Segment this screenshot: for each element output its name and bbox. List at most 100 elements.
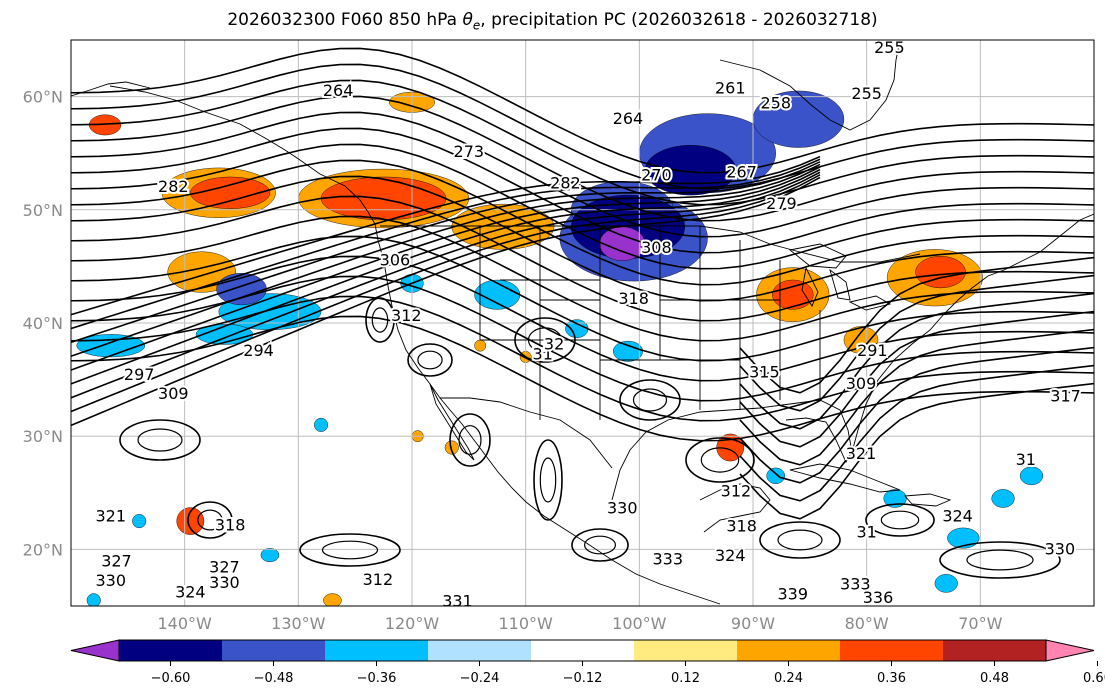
closed-isentrope-inner-1 xyxy=(583,535,616,555)
eastern-isentrope-3 xyxy=(739,310,1094,448)
closed-isentrope-inner-4 xyxy=(700,447,740,473)
colorbar-segment-3 xyxy=(428,640,531,661)
northern-isentrope-9 xyxy=(71,195,1094,322)
lon-tick-label: 90°W xyxy=(731,614,775,633)
lon-tick-label: 70°W xyxy=(958,614,1002,633)
contour-label: 312 xyxy=(721,482,752,501)
eastern-isentrope-0 xyxy=(739,256,1094,394)
contour-label: 333 xyxy=(840,574,871,593)
atlantic-coastline xyxy=(851,213,1094,453)
contour-label: 261 xyxy=(715,79,746,98)
contour-label: 294 xyxy=(243,341,274,360)
precip-region-44 xyxy=(86,593,101,606)
contour-label: 309 xyxy=(158,384,189,403)
northern-isentrope-10 xyxy=(71,215,1094,342)
contour-label: 339 xyxy=(778,585,809,604)
contour-label: 297 xyxy=(124,365,155,384)
northern-isentrope-15 xyxy=(71,315,1094,442)
contour-label: 324 xyxy=(942,506,973,525)
colorbar-high-extend xyxy=(1045,639,1095,662)
contour-label: 255 xyxy=(851,84,882,103)
eastern-isentrope-6 xyxy=(739,364,1094,502)
contour-label: 327 xyxy=(101,552,132,571)
closed-isentrope-9 xyxy=(619,379,681,421)
precip-region-6 xyxy=(599,226,646,261)
closed-isentrope-5 xyxy=(759,521,841,559)
closed-isentrope-inner-9 xyxy=(632,388,668,412)
contour-label: 31 xyxy=(533,345,553,364)
contour-label: 264 xyxy=(323,81,354,100)
jet-isentrope-5 xyxy=(71,163,821,358)
contour-label: 321 xyxy=(846,444,877,463)
theta-subscript: e xyxy=(472,18,481,33)
contour-label: 32 xyxy=(544,334,564,353)
lon-tick-label: 120°W xyxy=(385,614,440,633)
closed-isentrope-inner-10 xyxy=(458,425,482,455)
contour-labels: 255 264 261 258 255 264 273 270 267 282 282 279 306 3… xyxy=(94,38,1083,606)
precip-region-11 xyxy=(190,176,271,209)
closed-isentrope-6 xyxy=(365,297,395,343)
lon-tick-label: 80°W xyxy=(845,614,889,633)
eastern-isentrope-5 xyxy=(739,346,1094,484)
contour-label: 333 xyxy=(652,549,683,568)
precip-region-29 xyxy=(843,326,879,354)
contour-label: 31 xyxy=(856,522,876,541)
northern-isentrope-2 xyxy=(71,79,1094,206)
jet-isentrope-8 xyxy=(71,155,821,316)
contour-label: 270 xyxy=(641,166,672,185)
contour-label: 312 xyxy=(391,306,422,325)
northern-isentrope-1 xyxy=(71,63,1094,190)
colorbar-tick-label: 0.48 xyxy=(980,671,1009,686)
jet-isentrope-3 xyxy=(71,168,821,385)
colorbar-segment-8 xyxy=(943,640,1046,661)
precip-region-39 xyxy=(444,440,459,455)
closed-isentrope-4 xyxy=(685,437,755,483)
eastern-isentrope-2 xyxy=(739,292,1094,430)
closed-isentrope-12 xyxy=(299,533,401,567)
hispaniola-outline xyxy=(904,493,952,507)
precip-region-31 xyxy=(1019,466,1044,486)
northern-isentrope-7 xyxy=(71,159,1094,286)
precip-region-32 xyxy=(947,527,980,549)
map-title: 2026032300 F060 850 hPa θe, precipitatio… xyxy=(0,10,1105,32)
closed-isentrope-8 xyxy=(939,541,1061,579)
precip-region-33 xyxy=(934,574,958,593)
colorbar-segment-1 xyxy=(222,640,325,661)
jet-isentrope-6 xyxy=(71,161,821,344)
colorbar-tick-label: 0.60 xyxy=(1083,671,1105,686)
contour-label: 255 xyxy=(874,38,905,57)
theta-e-contours xyxy=(71,47,1094,579)
jet-isentrope-4 xyxy=(71,166,821,371)
colorbar-low-extend xyxy=(70,639,120,662)
closed-isentrope-inner-7 xyxy=(197,509,223,531)
contour-label: 273 xyxy=(454,142,485,161)
eastern-isentrope-7 xyxy=(739,382,1094,520)
longitude-axis: 140°W 130°W 120°W 110°W 100°W 90°W 80°W 70°W xyxy=(157,614,1002,633)
contour-label: 318 xyxy=(726,517,757,536)
closed-isentrope-2 xyxy=(514,317,576,363)
closed-isentrope-inner-3 xyxy=(417,350,443,370)
closed-isentrope-7 xyxy=(187,501,233,539)
eastern-isentrope-4 xyxy=(739,328,1094,466)
closed-isentrope-inner-8 xyxy=(966,549,1034,571)
colorbar-segment-2 xyxy=(325,640,428,661)
lat-tick-label: 20°N xyxy=(23,540,63,559)
us-mexico-border xyxy=(440,397,613,469)
contour-label: 291 xyxy=(857,341,888,360)
colorbar-segment-5 xyxy=(634,640,737,661)
lat-tick-label: 60°N xyxy=(23,88,63,107)
colorbar-segment-4 xyxy=(531,640,634,661)
precip-region-17 xyxy=(772,279,814,310)
precip-region-34 xyxy=(766,467,786,484)
closed-isentrope-inner-6 xyxy=(371,307,389,333)
yucatan-coast xyxy=(699,483,771,533)
contour-label: 330 xyxy=(1045,539,1076,558)
closed-isentrope-0 xyxy=(533,439,563,521)
contour-label: 267 xyxy=(726,162,757,181)
lon-tick-label: 100°W xyxy=(612,614,667,633)
eastern-isentrope-1 xyxy=(739,274,1094,412)
title-suffix: , precipitation PC (2026032618 - 2026032… xyxy=(480,10,878,30)
colorbar-tick-label: −0.60 xyxy=(151,671,191,686)
closed-isentrope-inner-2 xyxy=(527,327,563,353)
